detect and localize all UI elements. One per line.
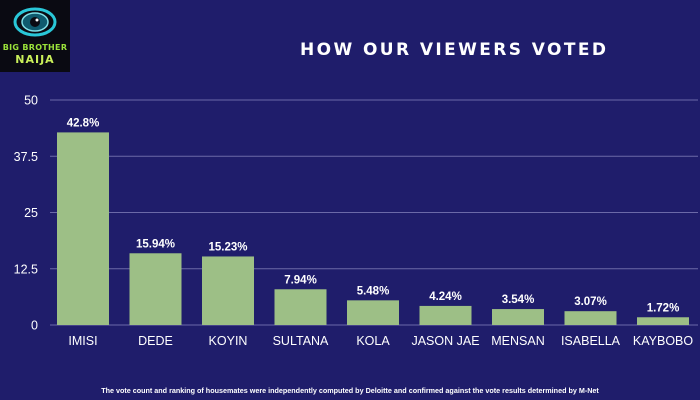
bar bbox=[637, 317, 689, 325]
chart-title: HOW OUR VIEWERS VOTED bbox=[300, 40, 609, 60]
y-tick-label: 37.5 bbox=[14, 150, 38, 164]
y-tick-label: 25 bbox=[24, 206, 38, 220]
x-category-label: SULTANA bbox=[273, 334, 329, 348]
y-tick-label: 50 bbox=[24, 94, 38, 108]
bar bbox=[347, 300, 399, 325]
bar bbox=[419, 305, 472, 325]
bar bbox=[202, 256, 254, 325]
y-tick-label: 12.5 bbox=[14, 262, 38, 276]
bar bbox=[129, 253, 182, 325]
y-tick-label: 0 bbox=[31, 319, 38, 333]
x-category-label: IMISI bbox=[68, 334, 97, 348]
footnote: The vote count and ranking of housemates… bbox=[101, 386, 599, 395]
bar-value-label: 3.07% bbox=[574, 296, 607, 308]
bar-value-label: 3.54% bbox=[502, 294, 535, 306]
show-logo: BIG BROTHER NAIJA bbox=[0, 0, 70, 72]
x-category-label: JASON JAE bbox=[411, 334, 479, 348]
bar bbox=[274, 289, 327, 325]
bar-value-label: 15.23% bbox=[208, 241, 247, 253]
bar-value-label: 15.94% bbox=[136, 238, 175, 250]
bar bbox=[564, 311, 617, 325]
x-category-label: DEDE bbox=[138, 334, 173, 348]
eye-icon bbox=[13, 7, 57, 37]
bar-value-label: 1.72% bbox=[647, 302, 680, 314]
bar-value-label: 7.94% bbox=[284, 274, 317, 286]
bar-value-label: 4.24% bbox=[429, 291, 462, 303]
logo-text-bottom: NAIJA bbox=[15, 53, 55, 66]
x-category-label: KOYIN bbox=[209, 334, 248, 348]
logo-text-top: BIG BROTHER bbox=[2, 43, 68, 52]
bar bbox=[57, 132, 109, 325]
bar bbox=[492, 309, 544, 325]
x-category-label: MENSAN bbox=[491, 334, 544, 348]
x-category-label: KAYBOBO bbox=[633, 334, 693, 348]
x-category-label: ISABELLA bbox=[561, 334, 621, 348]
bar-value-label: 42.8% bbox=[67, 117, 100, 129]
x-category-label: KOLA bbox=[356, 334, 390, 348]
bar-value-label: 5.48% bbox=[357, 285, 390, 297]
